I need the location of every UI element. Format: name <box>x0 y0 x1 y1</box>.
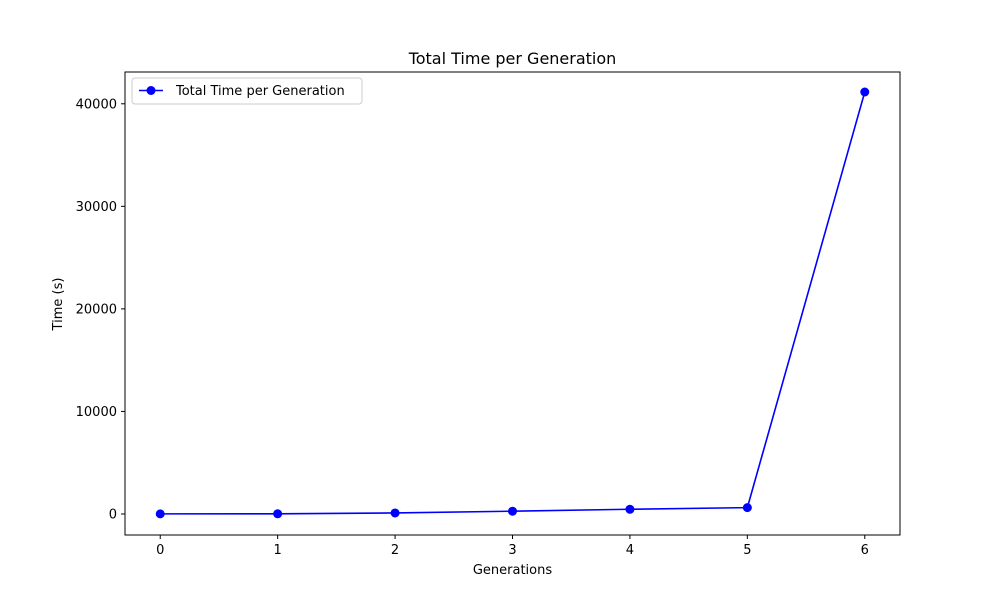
data-point <box>273 509 283 519</box>
data-point <box>625 504 635 514</box>
x-tick-label: 1 <box>274 543 282 558</box>
chart-title: Total Time per Generation <box>408 49 617 68</box>
y-tick-label: 20000 <box>76 302 117 317</box>
axes: 0 1 2 3 4 5 6 0 10000 20000 30000 40000 <box>76 71 901 558</box>
y-tick-label: 30000 <box>76 200 117 215</box>
y-tick-label: 40000 <box>76 97 117 112</box>
x-tick-label: 4 <box>626 543 634 558</box>
y-tick-label: 0 <box>109 507 117 522</box>
data-point <box>508 506 517 516</box>
y-axis-label: Time (s) <box>51 278 66 332</box>
legend: Total Time per Generation <box>131 77 363 105</box>
data-point <box>742 503 752 513</box>
legend-label: Total Time per Generation <box>175 84 345 99</box>
data-point <box>155 509 165 519</box>
x-tick-label: 0 <box>156 543 164 558</box>
x-tick-label: 5 <box>743 543 751 558</box>
plot-area <box>155 87 870 519</box>
x-axis-label: Generations <box>473 563 553 578</box>
data-point <box>860 87 870 97</box>
plot-frame <box>124 71 901 536</box>
series-line <box>160 91 866 515</box>
x-tick-label: 2 <box>391 543 399 558</box>
legend-frame <box>131 77 363 105</box>
legend-marker-swatch <box>146 86 156 95</box>
x-tick-label: 6 <box>861 543 869 558</box>
y-tick-label: 10000 <box>76 405 117 420</box>
x-tick-label: 3 <box>508 543 516 558</box>
data-point <box>390 508 400 518</box>
